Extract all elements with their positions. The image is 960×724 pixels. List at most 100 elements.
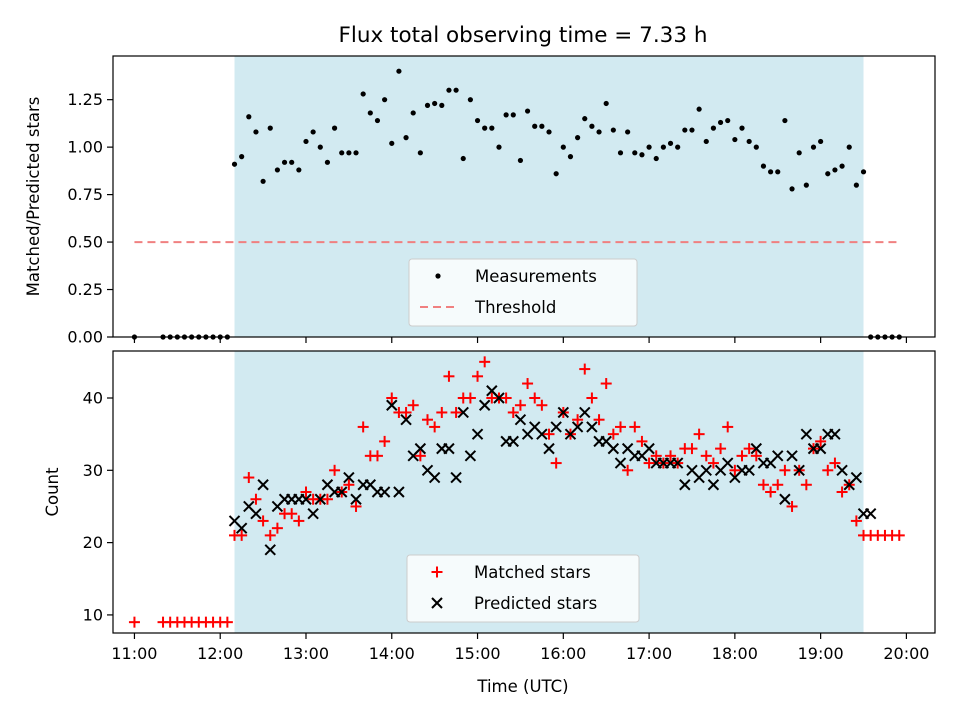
bottom-y-tick-label: 10 [83, 605, 103, 624]
matched-star-point [343, 479, 355, 491]
bottom-y-tick-label: 20 [83, 533, 103, 552]
measurement-point [532, 123, 538, 129]
measurement-point [360, 91, 366, 97]
matched-star-point [514, 399, 526, 411]
matched-star-point [472, 370, 484, 382]
predicted-star-point [264, 544, 276, 556]
x-tick-label: 11:00 [111, 644, 157, 663]
measurement-point [267, 125, 273, 131]
matched-star-point [221, 616, 233, 628]
measurement-point [417, 150, 423, 156]
measurement-point [782, 117, 788, 124]
measurement-point [289, 159, 295, 165]
predicted-star-point [414, 442, 427, 455]
measurement-point [667, 140, 674, 146]
x-tick-label: 18:00 [712, 644, 758, 663]
matched-star-point [614, 421, 626, 433]
matched-star-point [350, 500, 362, 512]
matched-star-point [422, 414, 434, 426]
matched-star-point [507, 406, 519, 418]
predicted-star-point [300, 493, 312, 505]
predicted-star-point [350, 493, 362, 505]
measurement-point [760, 163, 767, 169]
matched-star-point [607, 428, 619, 440]
measurement-point [274, 167, 280, 173]
measurement-point [467, 97, 473, 103]
measurement-point [346, 150, 352, 156]
measurement-point [753, 144, 759, 150]
measurement-point [625, 129, 631, 135]
matched-star-point [579, 363, 591, 375]
measurement-point [632, 150, 638, 156]
measurement-point [496, 144, 502, 150]
measurement-point [689, 127, 695, 133]
legend-matched-label: Matched stars [474, 563, 591, 582]
count-points [128, 356, 905, 628]
measurement-point [768, 169, 774, 175]
measurement-point [331, 125, 338, 131]
predicted-star-point [607, 442, 620, 455]
legend-predicted-label: Predicted stars [474, 594, 597, 613]
measurement-point [474, 117, 481, 124]
matched-star-point [593, 414, 605, 426]
matched-star-point [386, 392, 398, 404]
matched-star-point [293, 515, 305, 527]
matched-star-point [257, 515, 269, 527]
top-y-tick-label: 0.50 [67, 233, 103, 252]
matched-star-point [836, 486, 848, 498]
measurement-point [775, 169, 781, 175]
measurement-point [789, 186, 795, 192]
measurement-point [510, 112, 516, 118]
matched-star-point [622, 464, 634, 476]
matched-star-point [500, 392, 512, 404]
matched-star-point [529, 392, 541, 404]
predicted-star-point [571, 421, 584, 433]
top-axes: 0.00 0.25 0.50 0.75 1.00 1.25 [67, 55, 936, 347]
predicted-star-point [750, 442, 763, 455]
predicted-star-point [536, 428, 548, 440]
predicted-star-point [314, 493, 326, 505]
measurement-point [517, 157, 524, 164]
measurement-point [839, 163, 845, 169]
x-tick-label: 15:00 [454, 644, 500, 663]
bottom-legend: Matched stars Predicted stars [406, 554, 640, 623]
measurement-point [403, 135, 409, 141]
matched-star-point [436, 406, 448, 418]
matched-star-point [543, 428, 555, 440]
measurement-point [231, 161, 238, 167]
measurement-point [589, 123, 595, 129]
legend-measurements-label: Measurements [475, 267, 597, 286]
measurement-point [575, 135, 581, 141]
matched-star-point [757, 479, 769, 491]
bottom-axes: 10 20 30 40 11:00 12:00 13:00 14:00 15:00 16:00 17… [83, 350, 936, 663]
measurement-point [539, 123, 545, 129]
measurement-point [725, 117, 731, 124]
predicted-star-point [343, 471, 355, 484]
measurement-point [446, 87, 452, 93]
predicted-star-point [507, 435, 519, 448]
predicted-star-point [386, 399, 398, 411]
matched-star-point [643, 457, 655, 469]
predicted-star-point [378, 486, 391, 498]
measurement-point [739, 125, 745, 131]
matched-star-point [321, 493, 333, 505]
top-y-tick-label: 0.00 [67, 328, 103, 347]
matched-star-point [250, 493, 262, 505]
measurement-point [732, 136, 738, 143]
predicted-star-point [586, 421, 598, 433]
matched-star-point [522, 378, 534, 390]
measurement-point [396, 68, 402, 74]
predicted-star-point [850, 471, 863, 484]
bottom-y-tick-label: 30 [83, 461, 103, 480]
matched-star-point [779, 464, 791, 476]
matched-star-point [450, 406, 462, 418]
measurement-point [281, 159, 288, 165]
x-axis-label: Time (UTC) [476, 677, 568, 696]
matched-star-point [893, 529, 905, 541]
measurement-point [675, 144, 681, 150]
predicted-star-point [643, 442, 655, 455]
predicted-star-point [864, 507, 877, 520]
measurement-point [603, 100, 609, 107]
measurement-point [389, 140, 395, 146]
predicted-star-point [550, 421, 562, 433]
